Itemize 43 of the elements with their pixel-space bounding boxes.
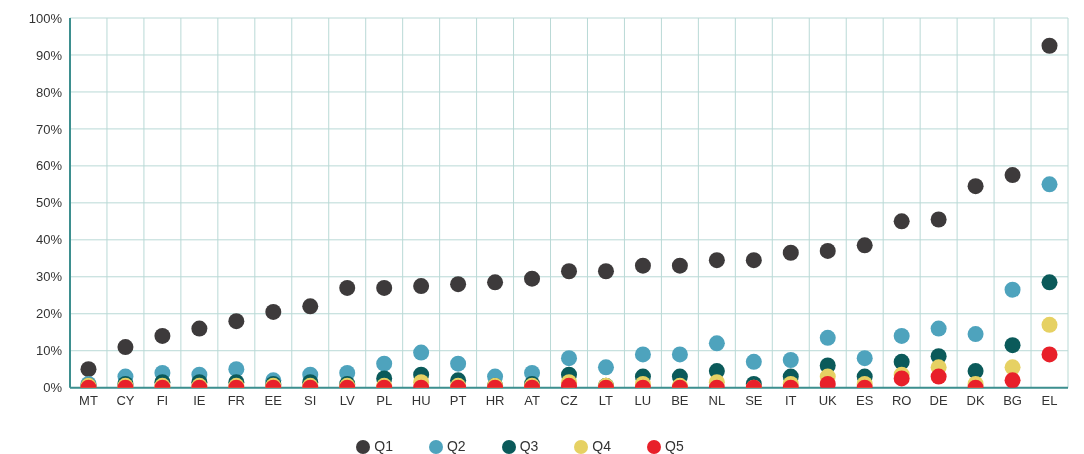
y-tick-label: 90% bbox=[35, 47, 63, 63]
x-tick-label: FR bbox=[227, 392, 246, 408]
x-tick-label: EL bbox=[1041, 392, 1058, 408]
x-tick-label: DK bbox=[966, 392, 985, 408]
y-tick-label: 20% bbox=[35, 306, 63, 322]
x-tick-label: SE bbox=[745, 392, 763, 408]
x-tick-label: CY bbox=[116, 392, 135, 408]
legend-label: Q1 bbox=[374, 437, 393, 454]
y-tick-label: 10% bbox=[35, 343, 63, 359]
x-tick-label: LV bbox=[339, 392, 356, 408]
x-tick-label: UK bbox=[818, 392, 838, 408]
x-tick-label: SI bbox=[304, 392, 317, 408]
y-tick-label: 100% bbox=[28, 10, 63, 26]
legend-label: Q3 bbox=[519, 437, 539, 454]
x-tick-label: MT bbox=[79, 392, 98, 408]
x-tick-label: PL bbox=[376, 392, 393, 408]
legend-label: Q4 bbox=[592, 437, 612, 454]
x-tick-label: BE bbox=[671, 392, 689, 408]
x-tick-label: RO bbox=[891, 392, 912, 408]
x-tick-label: EE bbox=[264, 392, 283, 408]
x-tick-label: ES bbox=[856, 392, 874, 408]
x-tick-label: HR bbox=[485, 392, 505, 408]
y-tick-label: 50% bbox=[35, 195, 63, 211]
y-tick-label: 30% bbox=[35, 269, 63, 285]
x-tick-label: PT bbox=[449, 392, 467, 408]
x-tick-label: LT bbox=[598, 392, 614, 408]
legend-label: Q2 bbox=[446, 437, 466, 454]
x-tick-label: DE bbox=[929, 392, 948, 408]
legend-label: Q5 bbox=[665, 437, 684, 454]
x-tick-label: NL bbox=[708, 392, 726, 408]
x-tick-label: HU bbox=[411, 392, 431, 408]
y-tick-label: 70% bbox=[35, 121, 63, 137]
y-tick-label: 40% bbox=[35, 232, 63, 248]
y-tick-label: 80% bbox=[35, 84, 63, 100]
y-tick-label: 60% bbox=[35, 158, 63, 174]
x-tick-label: AT bbox=[524, 392, 540, 408]
x-tick-label: LU bbox=[634, 392, 652, 408]
y-tick-label: 0% bbox=[43, 380, 63, 396]
x-tick-label: BG bbox=[1003, 392, 1022, 408]
x-tick-label: IT bbox=[785, 392, 797, 408]
x-tick-label: CZ bbox=[560, 392, 578, 408]
x-tick-label: FI bbox=[156, 392, 169, 408]
x-tick-label: IE bbox=[193, 392, 206, 408]
